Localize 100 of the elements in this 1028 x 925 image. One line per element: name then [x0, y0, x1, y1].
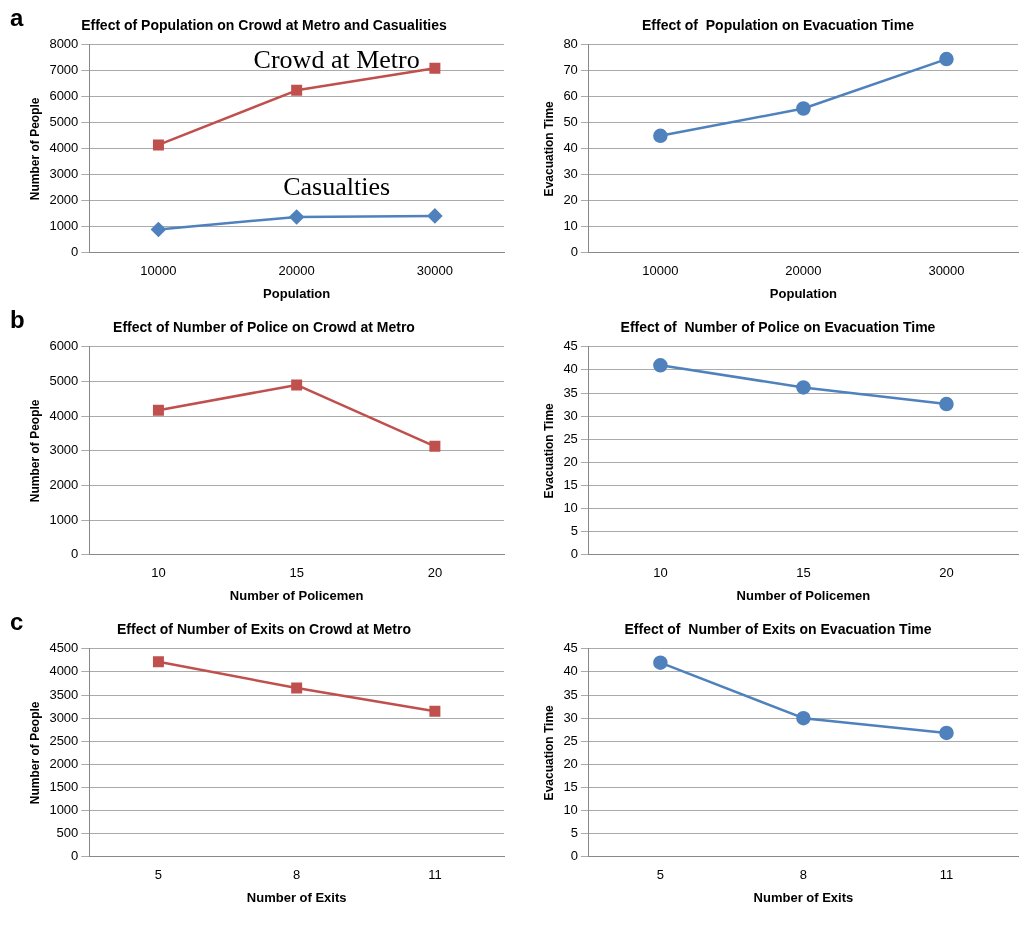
point	[152, 404, 164, 416]
point	[429, 705, 441, 717]
x-tick-label: 15	[796, 565, 811, 581]
chart-title: Effect of Population on Crowd at Metro and Casualities	[81, 17, 447, 34]
x-axis-title: Number of Policemen	[229, 587, 364, 603]
y-tick-label: 10	[563, 218, 578, 234]
y-tick-label: 0	[570, 848, 578, 864]
y-tick-label: 5	[570, 825, 578, 841]
y-tick-label: 45	[563, 640, 578, 656]
point	[427, 208, 443, 224]
y-tick-label: 0	[570, 546, 578, 562]
point	[429, 62, 441, 74]
y-tick-label: 6000	[49, 88, 79, 104]
y-tick-label: 4000	[49, 407, 79, 423]
chart-title: Effect of Number of Exits on Evacuation Time	[624, 621, 932, 638]
x-axis-title: Population	[263, 285, 331, 301]
x-tick-label: 10000	[140, 263, 177, 279]
text: c	[10, 608, 24, 636]
point	[653, 128, 668, 144]
y-tick-label: 1000	[49, 511, 79, 527]
text: b	[10, 306, 25, 334]
y-tick-label: 35	[563, 686, 578, 702]
y-tick-label: 60	[563, 88, 578, 104]
point	[939, 725, 954, 741]
y-tick-label: 3500	[49, 686, 79, 702]
point	[151, 222, 166, 237]
x-tick-label: 20000	[278, 263, 315, 279]
y-tick-label: 25	[563, 430, 578, 446]
y-tick-label: 5000	[49, 373, 79, 389]
y-tick-label: 40	[563, 361, 578, 377]
x-tick-label: 20	[427, 565, 443, 581]
y-tick-label: 40	[563, 663, 578, 679]
y-tick-label: 5000	[49, 114, 79, 130]
x-axis-title: Number of Policemen	[736, 587, 871, 603]
chart-title: Effect of Number of Exits on Crowd at Metro	[116, 621, 412, 638]
series-label: Casualties	[283, 171, 391, 201]
y-tick-label: 4000	[49, 663, 79, 679]
y-tick-label: 1000	[49, 218, 79, 234]
y-tick-label: 25	[563, 732, 578, 748]
chart-title: Effect of Number of Police on Crowd at Metro	[113, 319, 415, 336]
x-tick-label: 20	[939, 565, 954, 581]
text: a	[10, 4, 24, 32]
y-tick-label: 3000	[49, 442, 79, 458]
point	[939, 396, 954, 412]
y-axis-title: Evacuation Time	[541, 704, 556, 801]
x-axis-title: Number of Exits	[753, 889, 854, 905]
x-tick-label: 11	[939, 867, 954, 883]
y-tick-label: 45	[563, 338, 578, 354]
x-axis-title: Number of Exits	[246, 889, 347, 905]
point	[796, 101, 811, 116]
chart-title: Effect of Number of Police on Evacuation Time	[620, 319, 936, 336]
y-tick-label: 15	[563, 477, 578, 493]
y-tick-label: 2000	[49, 192, 79, 208]
point	[653, 358, 668, 373]
point	[289, 209, 304, 225]
x-tick-label: 20000	[785, 263, 822, 279]
y-tick-label: 10	[563, 802, 578, 818]
y-tick-label: 50	[563, 114, 578, 130]
y-tick-label: 20	[563, 755, 578, 771]
point	[429, 440, 441, 452]
series-label: Crowd at Metro	[253, 45, 420, 75]
x-tick-label: 11	[428, 867, 442, 883]
y-tick-label: 0	[570, 244, 578, 260]
y-tick-label: 35	[563, 384, 578, 400]
y-tick-label: 0	[71, 244, 79, 260]
x-tick-label: 8	[799, 867, 808, 883]
y-tick-label: 20	[563, 453, 578, 469]
y-tick-label: 7000	[49, 62, 79, 78]
x-tick-label: 30000	[928, 263, 965, 279]
point	[653, 655, 668, 670]
y-tick-label: 3000	[49, 166, 79, 182]
y-tick-label: 5	[570, 523, 578, 539]
y-tick-label: 4000	[49, 140, 79, 156]
point	[796, 710, 811, 726]
y-tick-label: 6000	[49, 338, 79, 354]
x-tick-label: 5	[656, 867, 664, 883]
point	[152, 656, 164, 668]
y-tick-label: 30	[563, 407, 578, 423]
x-tick-label: 10	[653, 565, 668, 581]
y-axis-title: Number of People	[27, 97, 42, 201]
y-tick-label: 30	[563, 709, 578, 725]
x-tick-label: 10	[151, 565, 166, 581]
y-tick-label: 2000	[49, 477, 79, 493]
point	[939, 51, 954, 67]
y-tick-label: 0	[71, 848, 79, 864]
y-tick-label: 1000	[49, 802, 79, 818]
x-tick-label: 5	[154, 867, 163, 883]
point	[291, 682, 303, 694]
y-tick-label: 500	[56, 825, 79, 841]
y-tick-label: 2000	[49, 755, 79, 771]
y-tick-label: 80	[563, 36, 578, 52]
y-tick-label: 0	[71, 546, 79, 562]
y-tick-label: 4500	[49, 640, 79, 656]
y-tick-label: 2500	[49, 732, 79, 748]
y-tick-label: 3000	[49, 709, 79, 725]
y-tick-label: 40	[563, 140, 578, 156]
y-axis-title: Number of People	[27, 399, 42, 503]
y-tick-label: 15	[563, 779, 578, 795]
point	[152, 139, 164, 151]
x-tick-label: 15	[289, 565, 304, 581]
